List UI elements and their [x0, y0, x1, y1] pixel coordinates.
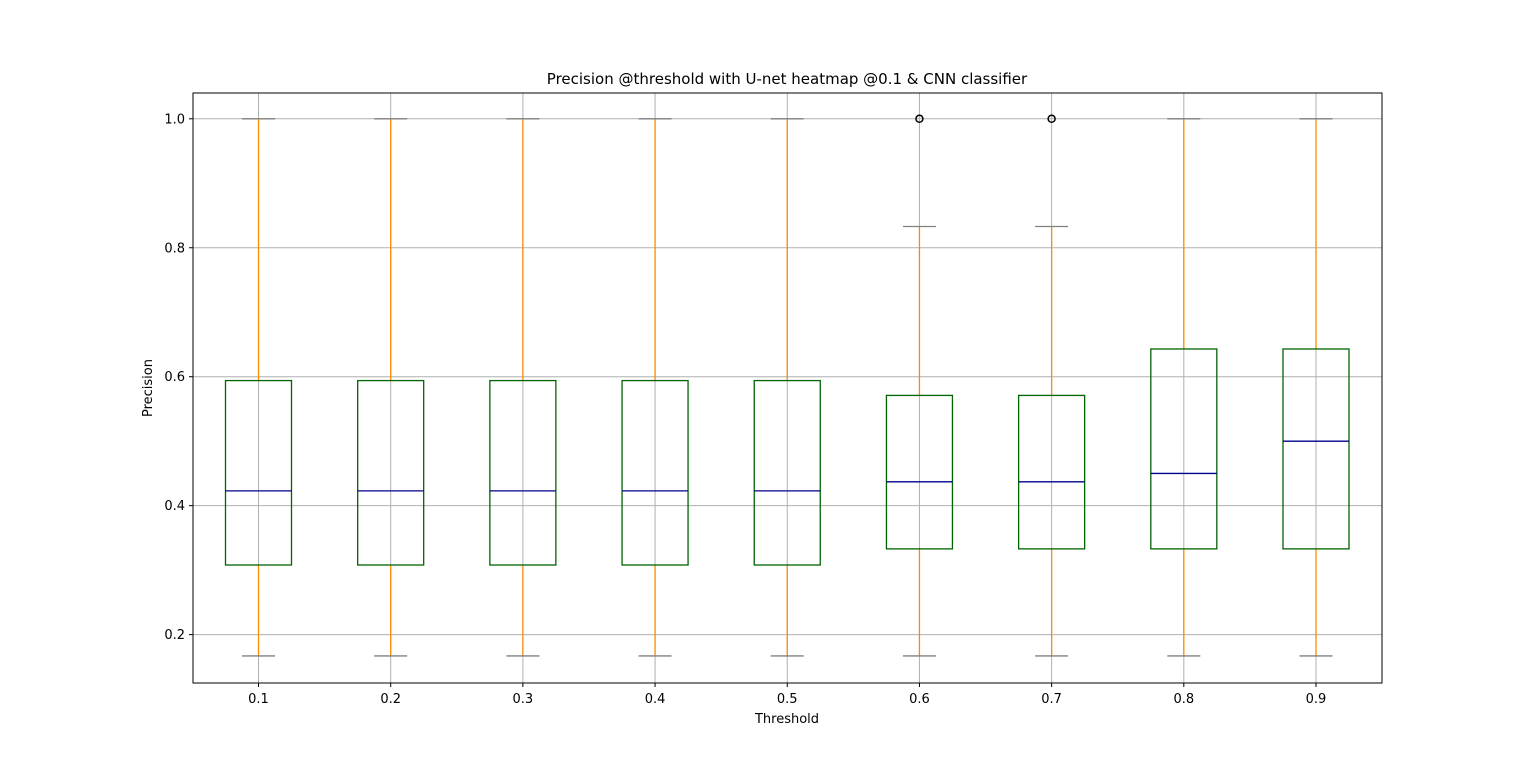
iqr-box	[621, 379, 689, 566]
box-group	[1150, 118, 1218, 657]
y-tick-label: 0.2	[164, 628, 185, 643]
x-tick-label: 0.4	[645, 692, 666, 707]
x-tick-label: 0.5	[777, 692, 798, 707]
box-group	[357, 118, 425, 657]
iqr-box	[885, 394, 954, 550]
box-group	[489, 118, 557, 657]
x-tick-label: 0.7	[1041, 692, 1062, 707]
box-group	[885, 114, 954, 657]
box-layer	[224, 114, 1350, 657]
box-group	[1017, 114, 1086, 657]
iqr-box	[1150, 348, 1218, 550]
box-group	[621, 118, 689, 657]
tick-layer: 0.1 0.2 0.3 0.4 0.5 0.6 0.7 0.8 0.9 0.2 0.4 0.6 0.8 1…	[164, 112, 1326, 707]
x-tick-label: 0.8	[1173, 692, 1194, 707]
y-tick-label: 1.0	[164, 112, 185, 127]
y-tick-label: 0.6	[164, 370, 185, 385]
outlier-point	[1047, 114, 1056, 124]
x-tick-label: 0.2	[380, 692, 401, 707]
y-tick-label: 0.8	[164, 241, 185, 256]
x-tick-label: 0.1	[248, 692, 269, 707]
iqr-box	[357, 379, 425, 566]
iqr-box	[753, 379, 821, 566]
y-axis-title: Precision	[141, 359, 156, 417]
y-tick-label: 0.4	[164, 499, 185, 514]
iqr-box	[1282, 348, 1350, 550]
outlier-point	[915, 114, 924, 124]
chart-title: Precision @threshold with U-net heatmap …	[547, 70, 1028, 88]
box-group	[224, 118, 293, 657]
iqr-box	[224, 379, 293, 566]
x-tick-label: 0.9	[1306, 692, 1327, 707]
box-group	[753, 118, 821, 657]
x-tick-label: 0.3	[513, 692, 534, 707]
iqr-box	[1017, 394, 1086, 550]
iqr-box	[489, 379, 557, 566]
box-group	[1282, 118, 1350, 657]
x-tick-label: 0.6	[909, 692, 930, 707]
x-axis-title: Threshold	[754, 712, 819, 727]
